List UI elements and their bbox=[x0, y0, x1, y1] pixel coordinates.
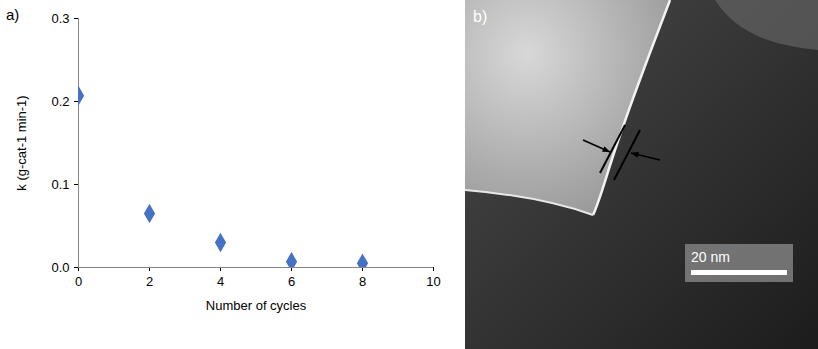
svg-text:2: 2 bbox=[146, 274, 153, 289]
html-text:a): a) bbox=[6, 6, 20, 23]
svg-text:Number of cycles: Number of cycles bbox=[206, 298, 307, 313]
svg-text:k (g-cat-1 min-1): k (g-cat-1 min-1) bbox=[14, 95, 29, 190]
svg-text:6: 6 bbox=[288, 274, 295, 289]
svg-text:0.3: 0.3 bbox=[51, 11, 69, 26]
svg-text:20 nm: 20 nm bbox=[691, 249, 730, 265]
svg-text:10: 10 bbox=[426, 274, 440, 289]
svg-text:0.2: 0.2 bbox=[51, 94, 69, 109]
svg-text:b): b) bbox=[473, 8, 487, 25]
svg-text:4: 4 bbox=[217, 274, 224, 289]
svg-text:8: 8 bbox=[359, 274, 366, 289]
svg-text:0.1: 0.1 bbox=[51, 177, 69, 192]
svg-text:0: 0 bbox=[75, 274, 82, 289]
svg-text:0.0: 0.0 bbox=[51, 260, 69, 275]
